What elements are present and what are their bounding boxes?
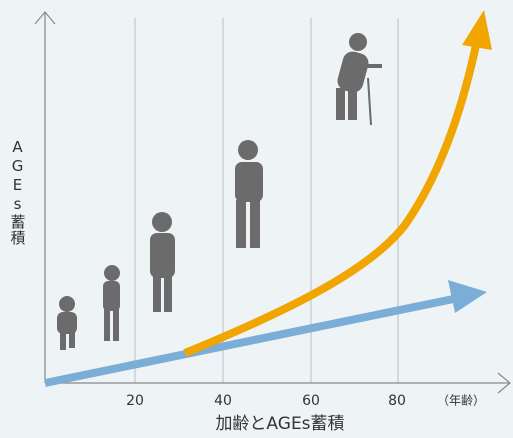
orange-arrow-shaft bbox=[183, 44, 480, 357]
orange-arrow-head bbox=[462, 10, 492, 50]
blue-arrow bbox=[44, 280, 487, 387]
axes bbox=[34, 11, 511, 394]
elder bbox=[336, 33, 382, 126]
blue-arrow-head bbox=[448, 280, 487, 313]
child bbox=[103, 265, 120, 341]
toddler bbox=[57, 296, 77, 350]
orange-arrow bbox=[183, 10, 492, 357]
x-tick-label: 20 bbox=[126, 393, 144, 409]
grid bbox=[134, 18, 399, 383]
x-tick-label: 60 bbox=[302, 393, 320, 409]
teen bbox=[150, 212, 175, 312]
x-unit-label: （年齢） bbox=[437, 393, 485, 408]
adult bbox=[235, 140, 263, 248]
y-axis-title: AGEs蓄積 bbox=[9, 138, 27, 246]
x-tick-label: 80 bbox=[388, 393, 406, 409]
x-axis-arrow bbox=[497, 372, 511, 394]
x-axis-title: 加齢とAGEs蓄積 bbox=[215, 414, 344, 434]
y-axis-arrow bbox=[34, 11, 56, 25]
blue-arrow-shaft bbox=[44, 292, 469, 387]
x-tick-label: 40 bbox=[214, 393, 232, 409]
silhouettes bbox=[57, 33, 382, 350]
